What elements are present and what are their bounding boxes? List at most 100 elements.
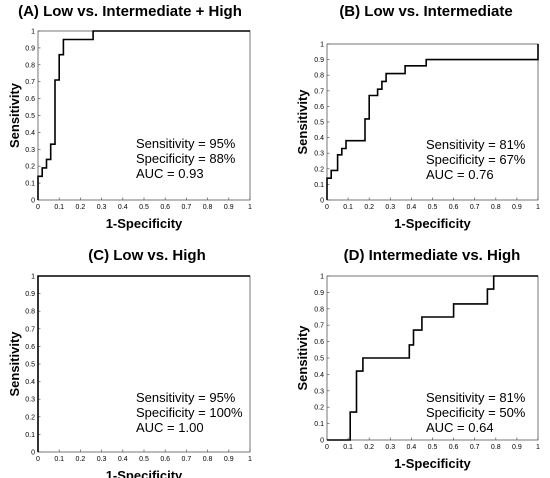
panel-3-xtick-label: 0.2 [364,444,374,451]
panel-3-stat-sensitivity: Sensitivity = 81% [426,390,526,405]
panel-0-xtick-label: 0.1 [54,204,64,211]
panel-0-xtick-label: 0.6 [160,204,170,211]
panel-1-xtick-label: 0.7 [470,204,480,211]
panel-0-stat-sensitivity: Sensitivity = 95% [136,136,236,151]
panel-2-stat-auc: AUC = 1.00 [136,420,204,435]
panel-1-ytick-label: 0.2 [314,166,324,173]
panel-0: (A) Low vs. Intermediate + High 0 0.1 0.2 0.… [7,3,252,231]
panel-3-xlabel: 1-Specificity [394,456,471,471]
panel-0-ytick-label: 0.9 [25,45,35,52]
panel-2-roc-curve [37,275,250,452]
panel-1-xtick-label: 0.8 [491,204,501,211]
panel-3-ytick-label: 0.8 [314,306,324,313]
panel-1-xtick-label: 0.1 [343,204,353,211]
panel-0-ytick-label: 0.6 [25,96,35,103]
panel-3-xtick-label: 0.3 [385,444,395,451]
panel-1-ytick-label: 0.8 [314,73,324,80]
panel-2-ytick-label: 0.1 [25,432,35,439]
panel-1-ylabel: Sensitivity [295,89,310,155]
panel-2-ytick-label: 0.9 [25,291,35,298]
panel-0-stat-auc: AUC = 0.93 [136,166,204,181]
panel-0-ylabel: Sensitivity [7,82,22,148]
panel-0-ytick-label: 0.3 [25,147,35,154]
panel-0-stat-specificity: Specificity = 88% [136,151,236,166]
panel-0-xlabel: 1-Specificity [106,216,183,231]
panel-2-ylabel: Sensitivity [7,331,22,397]
panel-0-ytick-label: 0.1 [25,181,35,188]
panel-1-roc-curve [326,44,539,200]
panel-2-stat-sensitivity: Sensitivity = 95% [136,390,236,405]
panel-0-ytick-label: 0.7 [25,79,35,86]
panel-1-xtick-label: 0.5 [428,204,438,211]
panel-3: (D) Intermediate vs. High 0 0.1 0.2 0.3 0.4 0.… [295,247,540,471]
panel-2-ytick-label: 0 [31,450,35,457]
panel-3-title: (D) Intermediate vs. High [344,247,521,264]
panel-0-xtick-label: 1 [248,204,252,211]
panel-0-ytick-label: 0.4 [25,130,35,137]
panel-1-xtick-label: 0.2 [364,204,374,211]
panel-3-ylabel: Sensitivity [295,325,310,391]
panel-0-xtick-label: 0.8 [203,204,213,211]
panel-0-xtick-label: 0 [36,204,40,211]
panel-2-ytick-label: 0.6 [25,344,35,351]
panel-3-xtick-label: 0.5 [428,444,438,451]
panel-0-xtick-label: 0.5 [139,204,149,211]
panel-2-xtick-label: 0.5 [139,456,149,463]
panel-0-xtick-label: 0.3 [97,204,107,211]
panel-3-roc-curve [327,275,538,441]
panel-1-xlabel: 1-Specificity [394,216,471,231]
panel-3-xtick-label: 0 [325,444,329,451]
panel-0-ytick-label: 0.5 [25,113,35,120]
panel-1-xtick-label: 1 [536,204,540,211]
panel-3-xtick-label: 0.4 [407,444,417,451]
panel-1-stat-specificity: Specificity = 67% [426,152,526,167]
panel-2-xtick-label: 0.1 [54,456,64,463]
panel-2-ytick-label: 0.7 [25,326,35,333]
panel-0-title: (A) Low vs. Intermediate + High [18,3,242,20]
panel-3-ytick-label: 0.6 [314,339,324,346]
panel-1-ytick-label: 0.1 [314,182,324,189]
panel-3-ytick-label: 0.4 [314,372,324,379]
panel-2-xtick-label: 0.9 [224,456,234,463]
panel-2-xtick-label: 0.3 [97,456,107,463]
panel-2-xtick-label: 0.8 [203,456,213,463]
panel-0-xtick-label: 0.9 [224,204,234,211]
panel-1-ytick-label: 0.4 [314,135,324,142]
panel-3-ytick-label: 1 [320,274,324,281]
panel-2-ytick-label: 1 [31,274,35,281]
panel-2-xlabel: 1-Specificity [106,468,183,478]
panel-2-xtick-label: 0.6 [160,456,170,463]
panel-3-xtick-label: 1 [536,444,540,451]
panel-3-ytick-label: 0.5 [314,356,324,363]
panel-2-xtick-label: 1 [248,456,252,463]
panel-1-stat-sensitivity: Sensitivity = 81% [426,137,526,152]
panel-3-ytick-label: 0.1 [314,421,324,428]
panel-0-roc-curve [37,30,250,200]
panel-2-ytick-label: 0.5 [25,362,35,369]
panel-1-title: (B) Low vs. Intermediate [339,3,512,20]
panel-0-xtick-label: 0.2 [76,204,86,211]
panel-2-title: (C) Low vs. High [88,247,206,264]
panel-3-xtick-label: 0.7 [470,444,480,451]
panel-1-xtick-label: 0.3 [385,204,395,211]
panel-2-xtick-label: 0.7 [182,456,192,463]
panel-2-ytick-label: 0.3 [25,397,35,404]
panel-3-ytick-label: 0.2 [314,405,324,412]
panel-1-xtick-label: 0 [325,204,329,211]
panel-3-ytick-label: 0.3 [314,388,324,395]
panel-1-ytick-label: 0.5 [314,120,324,127]
panel-3-xtick-label: 0.9 [512,444,522,451]
panel-1-ytick-label: 0.3 [314,151,324,158]
panel-2-ytick-label: 0.2 [25,414,35,421]
panel-3-ytick-label: 0.7 [314,323,324,330]
panel-0-ytick-label: 0 [31,198,35,205]
panel-2-xtick-label: 0.2 [76,456,86,463]
panel-3-xtick-label: 0.6 [449,444,459,451]
panel-3-stat-auc: AUC = 0.64 [426,420,494,435]
panel-2-stat-specificity: Specificity = 100% [136,405,243,420]
panel-2-xtick-label: 0.4 [118,456,128,463]
panel-0-ytick-label: 1 [31,29,35,36]
panel-0-ytick-label: 0.8 [25,62,35,69]
panel-1-stat-auc: AUC = 0.76 [426,167,494,182]
